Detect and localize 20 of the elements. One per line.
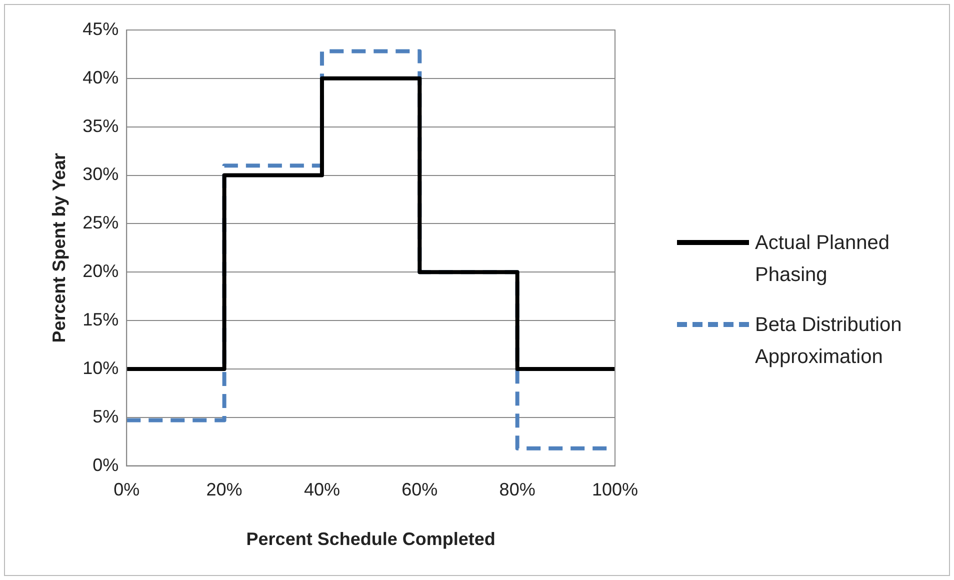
- x-tick-label: 0%: [114, 480, 140, 500]
- y-tick-label: 20%: [82, 261, 119, 282]
- y-tick-label: 0%: [92, 454, 119, 475]
- y-tick-label: 40%: [82, 67, 119, 88]
- y-tick-label: 10%: [82, 358, 119, 378]
- x-tick-label: 60%: [402, 480, 438, 500]
- y-tick-label: 15%: [82, 310, 119, 330]
- x-tick-label: 40%: [304, 480, 340, 500]
- x-tick-label: 20%: [206, 480, 242, 500]
- y-axis-title: Percent Spent by Year: [48, 153, 69, 343]
- x-axis-title: Percent Schedule Completed: [246, 529, 496, 550]
- y-tick-label: 25%: [82, 212, 119, 233]
- y-tick-label: 5%: [92, 406, 119, 426]
- legend-label: Beta Distribution Approximation: [755, 313, 903, 370]
- y-tick-label: 30%: [82, 164, 119, 184]
- y-tick-label: 45%: [82, 18, 119, 39]
- x-tick-label: 100%: [592, 480, 638, 500]
- legend-label: Actual Planned Phasing: [755, 231, 891, 288]
- x-tick-label: 80%: [499, 480, 536, 500]
- y-tick-label: 35%: [82, 116, 119, 136]
